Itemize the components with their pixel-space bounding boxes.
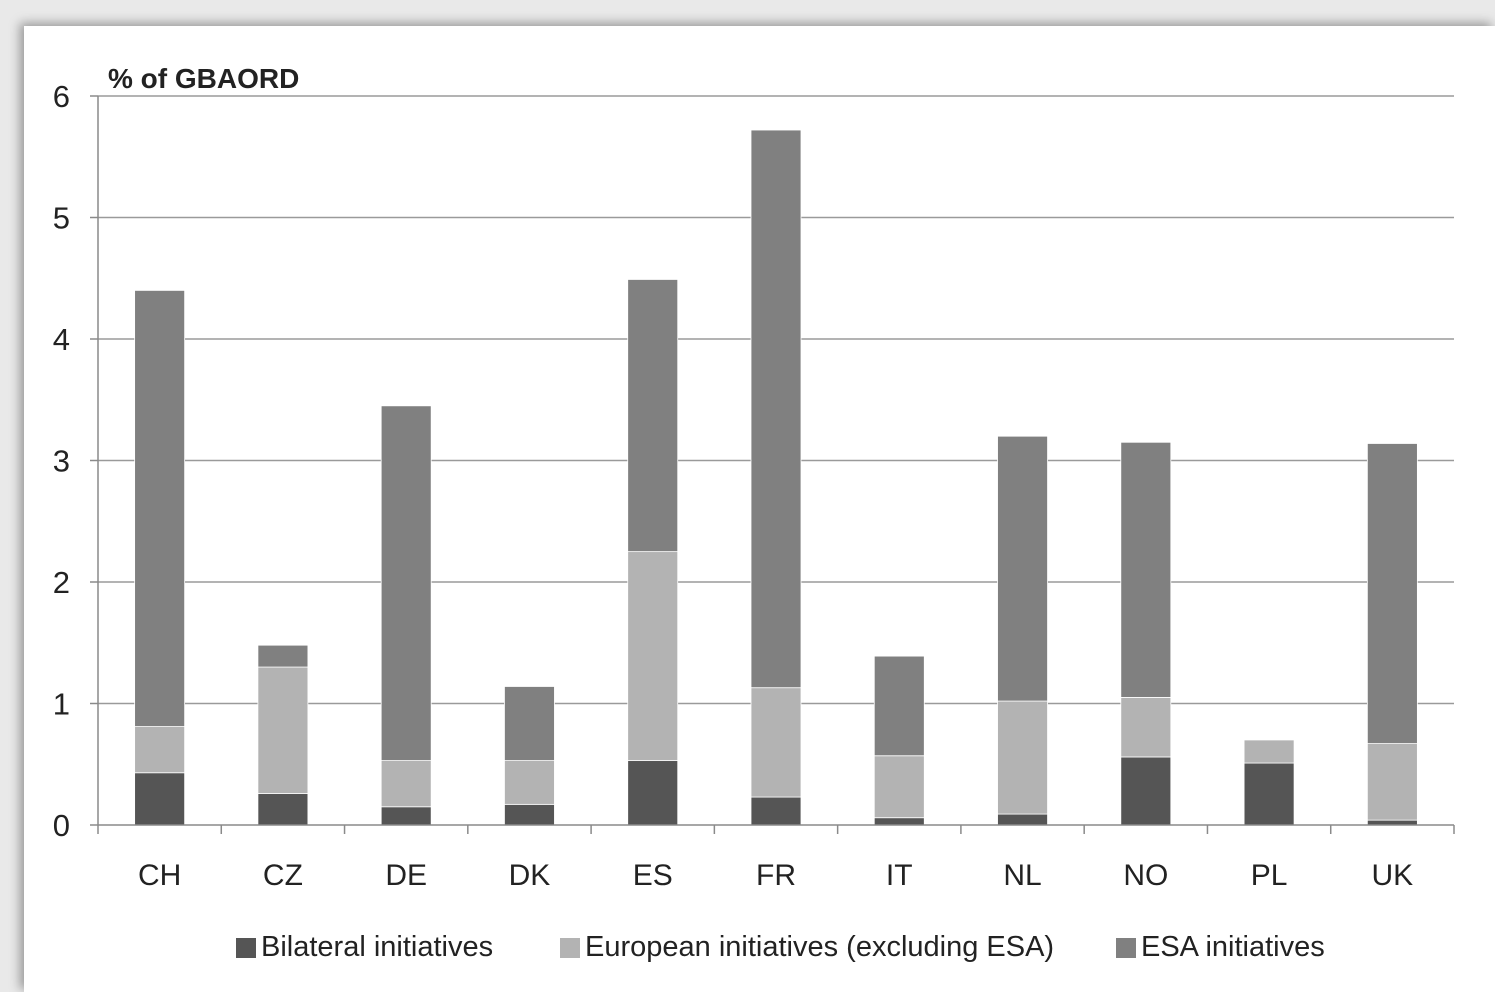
- bar-segment-cz-series-3: [257, 644, 309, 668]
- bar-segment-ch-series-2: [134, 726, 186, 774]
- legend-item-3: ESA initiatives: [1116, 931, 1325, 963]
- x-axis-labels: CH CZ DE DK ES FR IT NL NO PL UK: [138, 859, 1413, 892]
- bar-segment-cz-series-2: [257, 666, 309, 794]
- bar-segment-it-series-3: [873, 655, 925, 757]
- chart-frame: 0 1 2 3 4 5 6 CH CZ DE DK ES FR IT NL NO PL UK % of GBAO…: [24, 26, 1495, 992]
- bar-segment-fr-series-1: [750, 796, 802, 826]
- bar-segment-pl-series-1: [1243, 762, 1295, 826]
- legend-label: Bilateral initiatives: [261, 931, 493, 963]
- bar-segment-uk-series-3: [1366, 443, 1418, 744]
- y-tick-label: 3: [53, 444, 70, 479]
- x-tick-label: PL: [1251, 859, 1288, 892]
- bar-segment-de-series-3: [380, 405, 432, 762]
- y-tick-label: 6: [53, 79, 70, 114]
- bar-segment-dk-series-2: [504, 760, 555, 805]
- axes: [97, 96, 1455, 834]
- x-tick-label: CH: [138, 859, 181, 892]
- x-tick-label: DK: [509, 859, 551, 892]
- y-tick-label: 5: [53, 201, 70, 236]
- bar-segment-dk-series-3: [504, 686, 555, 762]
- legend-item-2: European initiatives (excluding ESA): [560, 931, 1054, 963]
- legend-item-1: Bilateral initiatives: [236, 931, 493, 963]
- bar-segment-dk-series-1: [504, 803, 555, 826]
- bar-segment-nl-series-3: [997, 435, 1048, 702]
- bar-segment-uk-series-2: [1366, 743, 1418, 821]
- x-tick-label: NO: [1123, 859, 1168, 892]
- bar-segment-es-series-2: [627, 551, 679, 762]
- x-tick-label: ES: [633, 859, 673, 892]
- bar-segment-de-series-1: [380, 806, 432, 826]
- x-tick-label: IT: [886, 859, 913, 892]
- legend: Bilateral initiatives European initiative…: [236, 931, 1325, 963]
- legend-label: European initiatives (excluding ESA): [585, 931, 1054, 963]
- bar-segment-pl-series-2: [1243, 739, 1295, 764]
- bar-segment-nl-series-1: [997, 813, 1048, 826]
- legend-swatch: [560, 938, 580, 958]
- bar-segment-fr-series-3: [750, 129, 802, 689]
- bar-segment-de-series-2: [380, 760, 432, 808]
- bar-segment-es-series-3: [627, 279, 679, 553]
- bar-segment-ch-series-3: [134, 289, 186, 727]
- y-tick-label: 2: [53, 565, 70, 600]
- bar-segment-no-series-3: [1120, 441, 1172, 698]
- x-tick-label: CZ: [263, 859, 303, 892]
- y-tick-label: 1: [53, 687, 70, 722]
- bar-segment-no-series-2: [1120, 697, 1172, 758]
- legend-swatch: [1116, 938, 1136, 958]
- y-axis-ticks: 0 1 2 3 4 5 6: [53, 79, 98, 843]
- legend-label: ESA initiatives: [1141, 931, 1325, 963]
- legend-swatch: [236, 938, 256, 958]
- bars: [134, 129, 1418, 826]
- x-tick-label: DE: [385, 859, 427, 892]
- bar-segment-it-series-1: [873, 817, 925, 826]
- x-tick-label: FR: [756, 859, 796, 892]
- bar-segment-fr-series-2: [750, 687, 802, 798]
- y-tick-label: 4: [53, 322, 70, 357]
- y-tick-label: 0: [53, 808, 70, 843]
- bar-segment-it-series-2: [873, 755, 925, 819]
- bar-segment-ch-series-1: [134, 772, 186, 826]
- y-axis-unit-label: % of GBAORD: [108, 63, 299, 94]
- stacked-bar-chart: 0 1 2 3 4 5 6 CH CZ DE DK ES FR IT NL NO PL UK % of GBAO…: [53, 63, 1455, 963]
- bar-segment-no-series-1: [1120, 756, 1172, 826]
- x-tick-label: NL: [1003, 859, 1041, 892]
- bar-segment-nl-series-2: [997, 700, 1048, 815]
- x-tick-label: UK: [1372, 859, 1414, 892]
- bar-segment-es-series-1: [627, 760, 679, 826]
- bar-segment-cz-series-1: [257, 793, 309, 826]
